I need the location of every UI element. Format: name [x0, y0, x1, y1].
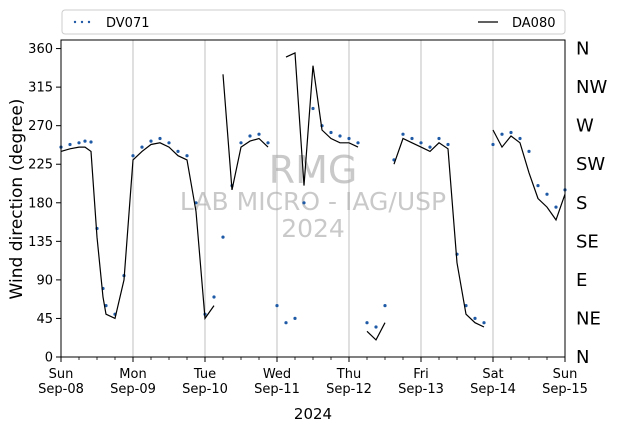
x-tick-date: Sep-08	[38, 382, 84, 397]
data-point	[257, 132, 261, 136]
data-point	[77, 141, 81, 145]
series-points-dv071	[59, 106, 567, 329]
x-tick-day: Thu	[336, 367, 361, 382]
data-point	[338, 134, 342, 138]
data-point	[500, 132, 504, 136]
data-point	[68, 142, 72, 147]
data-point	[185, 154, 189, 158]
legend-frame	[61, 9, 566, 35]
x-tick-date: Sep-11	[254, 382, 300, 397]
y-tick-label: 270	[28, 119, 53, 134]
data-point	[428, 145, 432, 149]
data-point	[221, 235, 225, 239]
data-point	[275, 304, 279, 308]
x-axis: SunSep-08MonSep-09TueSep-10WedSep-11ThuS…	[38, 357, 588, 397]
x-tick-date: Sep-14	[470, 382, 516, 397]
y-axis-title: Wind direction (degree)	[7, 99, 27, 300]
y-tick-label: 45	[36, 312, 53, 327]
y-tick-label: 135	[28, 235, 53, 250]
data-point	[239, 141, 243, 145]
data-point	[518, 136, 522, 141]
data-point	[374, 325, 378, 329]
data-point	[527, 149, 531, 153]
x-tick-date: Sep-13	[398, 382, 444, 397]
x-tick-day: Sun	[49, 367, 74, 382]
watermark-line-3: 2024	[281, 214, 345, 243]
compass-label: N	[576, 39, 589, 60]
data-point	[140, 145, 144, 149]
data-point	[131, 154, 135, 158]
x-tick-day: Sun	[553, 367, 578, 382]
gridlines	[132, 40, 494, 357]
watermark-line-1: RMG	[269, 148, 358, 192]
data-point	[266, 141, 270, 145]
x-tick-day: Fri	[413, 367, 429, 382]
y-tick-label: 0	[45, 351, 53, 366]
legend: DV071 DA080	[61, 9, 566, 35]
series-line-da080	[60, 51, 566, 341]
data-point	[248, 134, 252, 138]
watermark: RMG LAB MICRO - IAG/USP 2024	[180, 148, 446, 243]
data-point	[83, 139, 87, 143]
legend-label-dv071: DV071	[106, 16, 150, 31]
y-tick-label: 360	[28, 42, 53, 57]
legend-swatch-dv071	[73, 20, 91, 24]
x-tick-date: Sep-15	[542, 382, 588, 397]
data-point	[176, 149, 180, 153]
y-tick-label: 315	[28, 81, 53, 96]
x-tick-day: Wed	[263, 367, 291, 382]
y-tick-label: 225	[28, 158, 53, 173]
compass-label: NE	[576, 308, 601, 329]
data-point	[473, 316, 477, 320]
data-point	[167, 141, 171, 145]
data-point	[419, 141, 423, 145]
data-point	[437, 136, 441, 141]
x-tick-day: Mon	[119, 367, 146, 382]
x-tick-date: Sep-12	[326, 382, 372, 397]
data-point	[401, 132, 405, 136]
data-point	[284, 321, 288, 325]
compass-label: W	[576, 116, 594, 137]
y-axis: 0 45 90 135 180 225 270 315 360	[28, 42, 61, 366]
data-point	[212, 295, 216, 299]
data-point	[383, 304, 387, 308]
x-tick-date: Sep-10	[182, 382, 228, 397]
data-point	[536, 184, 540, 188]
plot-series	[59, 51, 567, 341]
compass-label: SW	[576, 154, 605, 175]
data-point	[347, 136, 351, 141]
data-point	[509, 130, 513, 135]
data-point	[311, 106, 315, 111]
x-axis-title: 2024	[294, 405, 332, 423]
data-point	[446, 142, 450, 147]
data-point	[158, 136, 162, 141]
compass-label: S	[576, 193, 587, 214]
compass-label: E	[576, 270, 587, 291]
data-point	[89, 140, 93, 144]
y-tick-label: 180	[28, 196, 53, 211]
compass-label: NW	[576, 77, 607, 98]
y-tick-label: 90	[36, 273, 53, 288]
compass-label: N	[576, 347, 589, 368]
x-tick-date: Sep-09	[110, 382, 156, 397]
data-point	[491, 142, 495, 147]
data-point	[356, 141, 360, 145]
data-point	[365, 321, 369, 325]
data-point	[545, 192, 549, 196]
data-point	[482, 321, 486, 325]
data-point	[302, 201, 306, 205]
compass-label: SE	[576, 231, 599, 252]
x-tick-day: Sat	[482, 367, 503, 382]
data-point	[293, 316, 297, 320]
watermark-line-2: LAB MICRO - IAG/USP	[180, 187, 446, 216]
x-tick-day: Tue	[193, 367, 216, 382]
data-point	[554, 205, 558, 209]
compass-axis: N NE E SE S SW W NW N	[576, 39, 607, 368]
data-point	[149, 139, 153, 143]
data-point	[329, 130, 333, 135]
legend-label-da080: DA080	[512, 16, 556, 31]
data-point	[410, 136, 414, 141]
